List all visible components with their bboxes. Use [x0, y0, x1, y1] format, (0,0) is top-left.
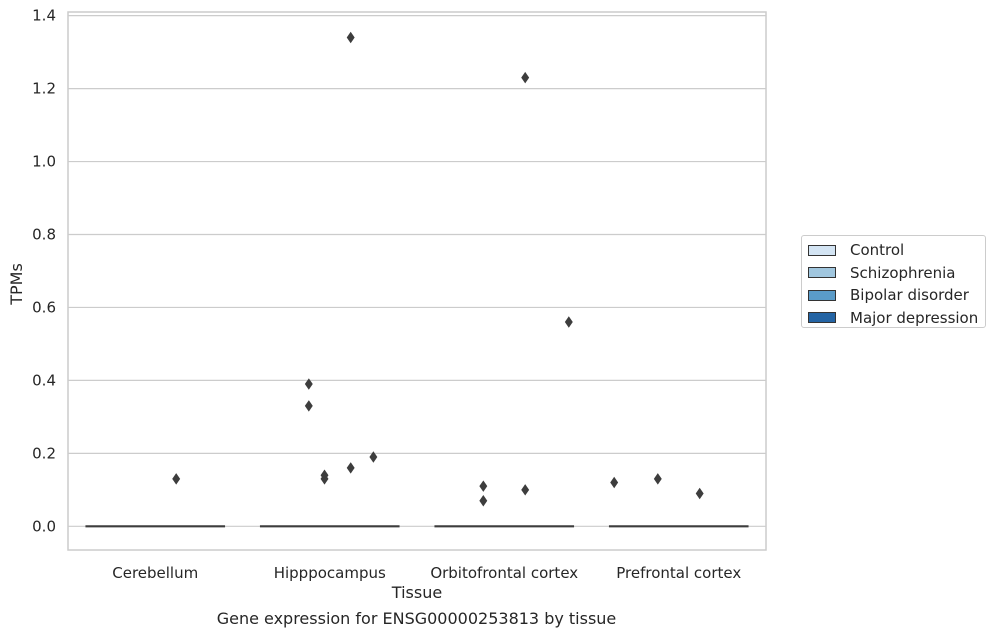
outlier-point [479, 495, 488, 507]
legend-swatch-bipolar-disorder [808, 289, 836, 301]
legend-swatch-schizophrenia [808, 267, 836, 279]
outlier-point [320, 473, 329, 485]
y-tick-label: 0.6 [32, 298, 56, 316]
y-tick-label: 0.2 [32, 444, 56, 462]
outlier-point [653, 473, 662, 485]
x-tick-labels: Cerebellum Hipppocampus Orbitofrontal cort… [112, 564, 741, 582]
legend-item-schizophrenia: Schizophrenia [808, 262, 985, 285]
outlier-point [479, 480, 488, 492]
legend-item-control: Control [808, 239, 985, 262]
chart-caption: Gene expression for ENSG00000253813 by t… [216, 609, 617, 628]
x-tick-label: Cerebellum [112, 564, 198, 582]
legend-item-bipolar-disorder: Bipolar disorder [808, 284, 985, 307]
outlier-points [172, 31, 704, 507]
outlier-point [695, 487, 704, 500]
y-tick-label: 0.4 [32, 371, 56, 389]
outlier-point [521, 484, 530, 496]
outlier-point [521, 71, 530, 84]
outlier-point [304, 400, 313, 412]
outlier-point [369, 451, 378, 463]
legend-label-control: Control [850, 241, 905, 260]
y-tick-label: 1.4 [32, 7, 56, 25]
x-tick-label: Orbitofrontal cortex [430, 564, 578, 582]
y-axis-label: TPMs [7, 263, 26, 306]
y-tick-labels: 0.0 0.2 0.4 0.6 0.8 1.0 1.2 1.4 [32, 7, 56, 536]
outlier-point [346, 31, 355, 44]
x-tick-label: Prefrontal cortex [616, 564, 741, 582]
y-tick-label: 1.0 [32, 153, 56, 171]
legend: Control Schizophrenia Bipolar disorder M… [801, 235, 986, 328]
legend-label-bipolar-disorder: Bipolar disorder [850, 286, 969, 305]
outlier-point [172, 473, 181, 485]
y-gridlines [68, 15, 766, 527]
legend-label-major-depression: Major depression [850, 308, 979, 327]
legend-label-schizophrenia: Schizophrenia [850, 263, 956, 282]
outlier-point [304, 378, 313, 390]
outlier-point [610, 476, 619, 489]
outlier-point [564, 316, 573, 328]
outlier-point [346, 462, 355, 474]
plot-frame [67, 11, 767, 551]
x-axis-label: Tissue [391, 583, 442, 602]
legend-swatch-major-depression [808, 312, 836, 324]
legend-swatch-control [808, 244, 836, 256]
x-tick-label: Hipppocampus [274, 564, 386, 582]
y-tick-label: 0.8 [32, 225, 56, 243]
y-tick-label: 1.2 [32, 80, 56, 98]
y-tick-label: 0.0 [32, 517, 56, 535]
legend-item-major-depression: Major depression [808, 307, 985, 330]
